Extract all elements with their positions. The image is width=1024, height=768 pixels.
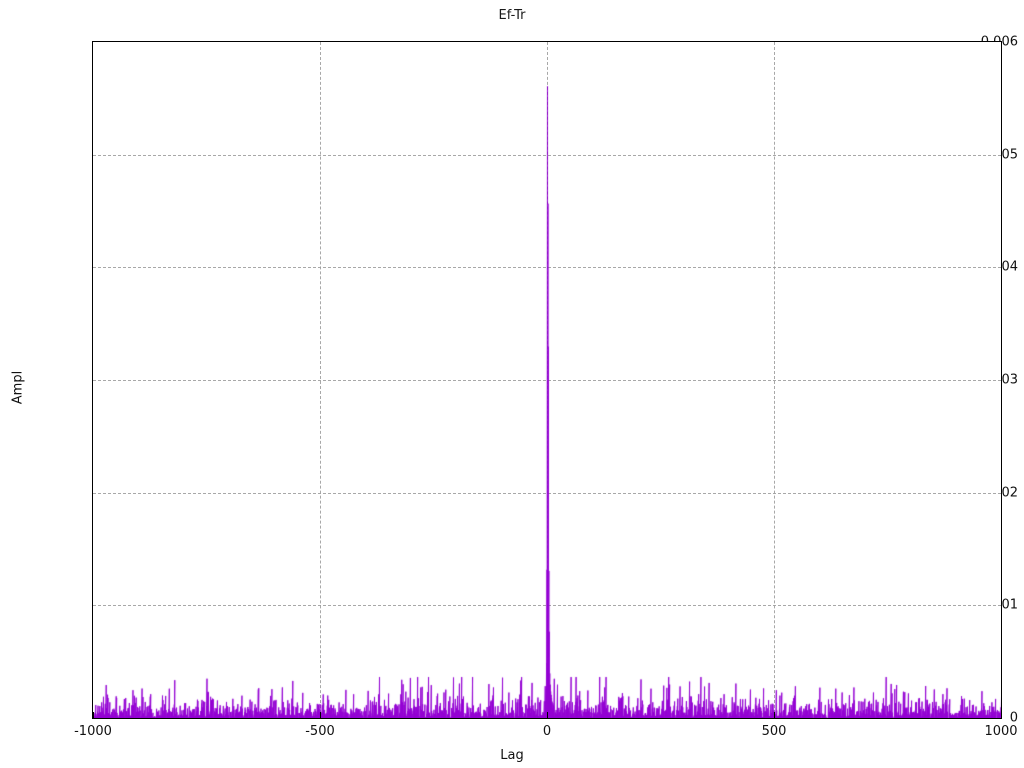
x-axis-tick-mark	[547, 712, 548, 719]
x-axis-tick-label: 500	[761, 724, 787, 739]
y-axis-title: Ampl	[10, 370, 26, 405]
x-axis-tick-label: 1000	[984, 724, 1018, 739]
x-axis-tick-mark	[320, 712, 321, 719]
x-axis-tick-mark	[774, 712, 775, 719]
page-title: Ef-Tr	[498, 8, 526, 23]
x-axis-tick-label: 0	[542, 724, 552, 739]
plot-area	[92, 41, 1002, 719]
series-plot-canvas	[93, 42, 1001, 718]
x-axis-tick-label: -500	[305, 724, 335, 739]
x-axis-title: Lag	[500, 748, 524, 763]
y-axis-tick-label: 0	[1009, 710, 1018, 726]
x-axis-tick-label: -1000	[74, 724, 112, 739]
x-axis-tick-mark	[93, 712, 94, 719]
x-axis-tick-mark	[1001, 712, 1002, 719]
